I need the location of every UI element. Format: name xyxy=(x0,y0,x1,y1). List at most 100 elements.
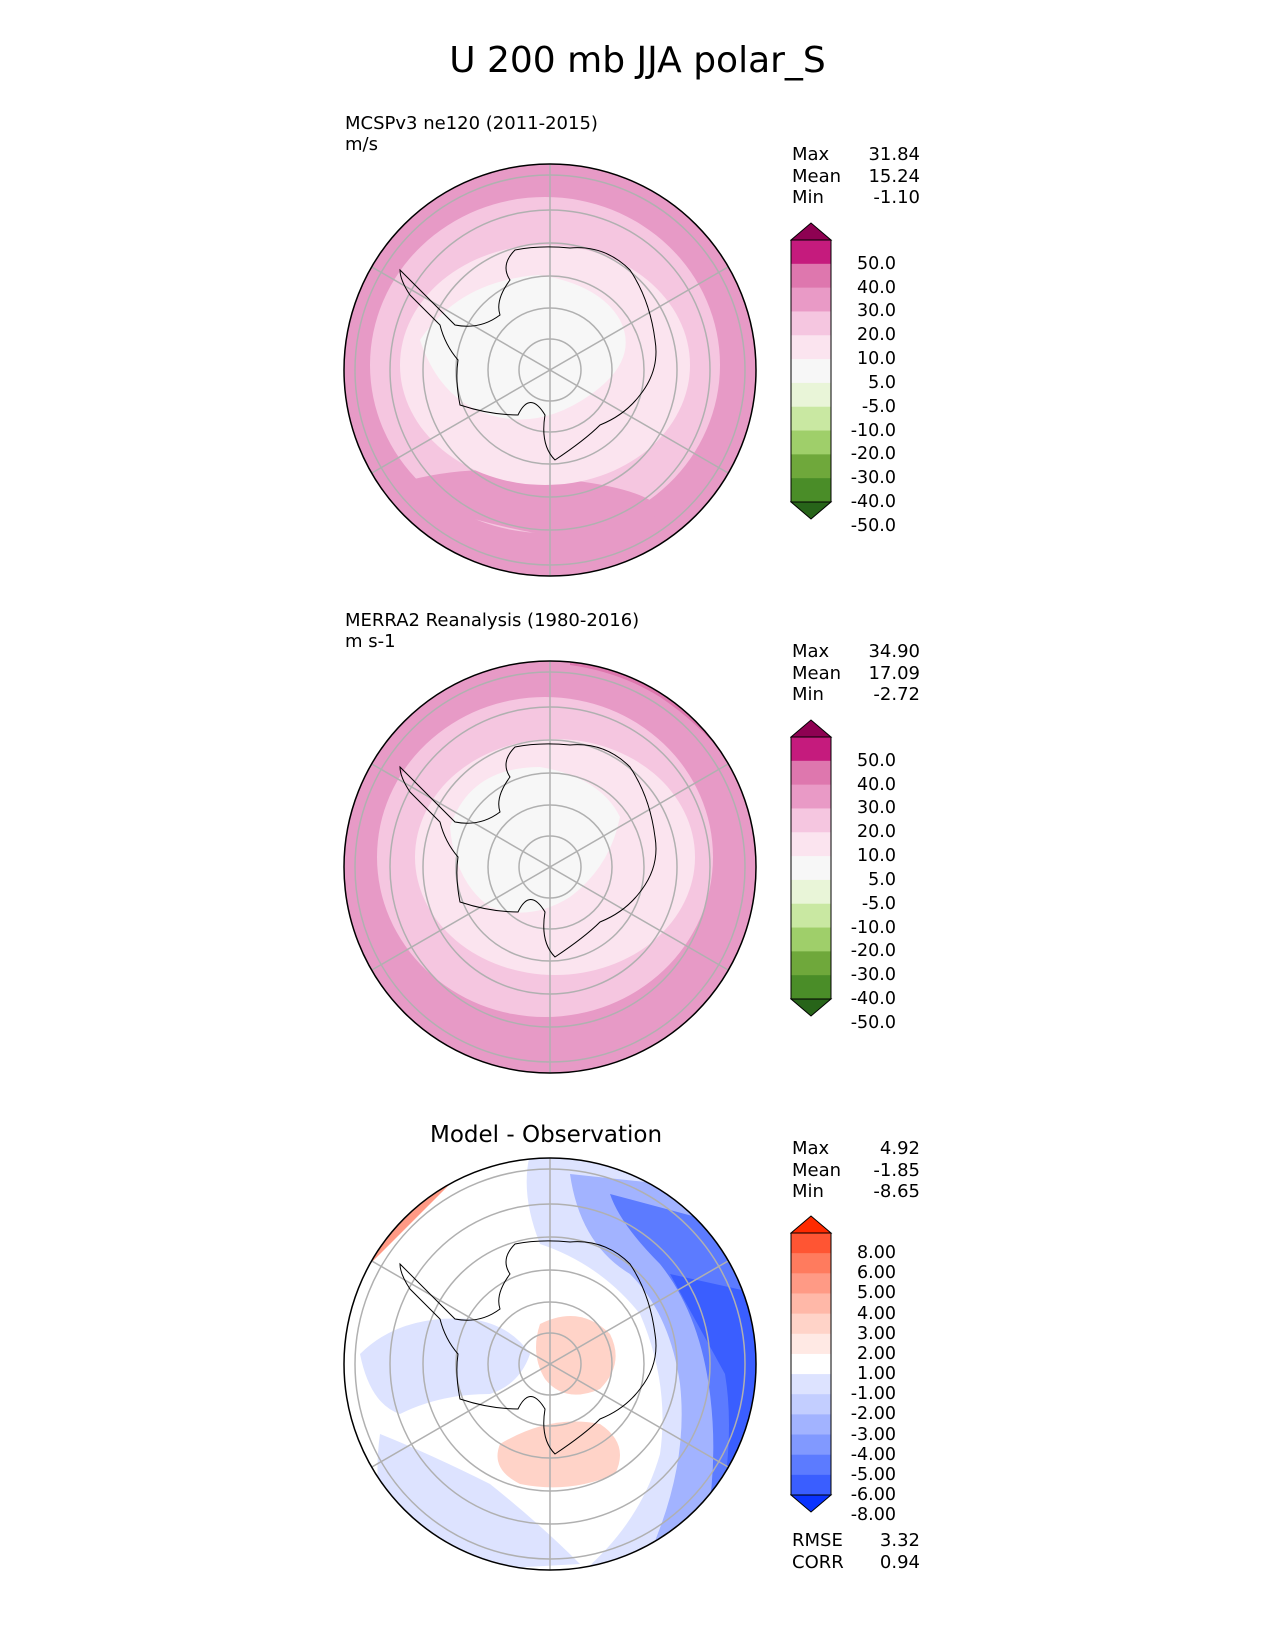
figure-title: U 200 mb JJA polar_S xyxy=(449,40,826,81)
colorbar-swatch xyxy=(791,1474,831,1496)
colorbar-tick-label: 30.0 xyxy=(857,798,896,819)
colorbar-tick-label: -30.0 xyxy=(850,965,896,986)
colorbar-tick-label: 30.0 xyxy=(857,301,896,322)
colorbar-tick-label: -30.0 xyxy=(850,468,896,489)
colorbar-tick-label: -5.0 xyxy=(861,396,896,417)
colorbar-swatch xyxy=(791,430,831,455)
colorbar-tick-label: -8.00 xyxy=(850,1505,896,1526)
colorbar-tick-label: 6.00 xyxy=(857,1263,896,1284)
panel1-stats: Max 31.84 Mean 15.24 Min -1.10 xyxy=(792,144,920,208)
colorbar-tick-label: -50.0 xyxy=(850,515,896,536)
colorbar-swatch xyxy=(791,1434,831,1456)
colorbar-swatch xyxy=(791,832,831,857)
colorbar-tick-label: 1.00 xyxy=(857,1364,896,1385)
colorbar-tick-label: 5.0 xyxy=(868,869,896,890)
colorbar-tick-label: 50.0 xyxy=(857,750,896,771)
colorbar-tick-label: 5.0 xyxy=(868,372,896,393)
panel1-map xyxy=(343,163,757,577)
colorbar-field-1: 50.0 40.0 30.0 20.0 10.0 5.0 -5.0 -10.0 -20.0 -30… xyxy=(789,222,896,535)
colorbar-swatch xyxy=(791,879,831,905)
colorbar-ticks: 50.0 40.0 30.0 20.0 10.0 5.0 -5.0 -10.0 -20.0 -30… xyxy=(834,222,896,535)
panel3-extra-stats: RMSE 3.32 CORR 0.94 xyxy=(792,1530,920,1573)
colorbar-extend-top xyxy=(789,719,833,738)
colorbar-ticks: 50.0 40.0 30.0 20.0 10.0 5.0 -5.0 -10.0 -20.0 -30… xyxy=(834,719,896,1032)
colorbar-tick-label: -20.0 xyxy=(850,444,896,465)
colorbar-swatch xyxy=(791,1233,831,1254)
colorbar-extend-bottom xyxy=(789,998,833,1017)
colorbar-tick-label: 40.0 xyxy=(857,774,896,795)
colorbar-tick-label: 8.00 xyxy=(857,1243,896,1264)
colorbar-swatch xyxy=(791,359,831,384)
colorbar-swatch xyxy=(791,951,831,976)
colorbar-tick-label: -50.0 xyxy=(850,1012,896,1033)
colorbar-extend-top xyxy=(789,1215,833,1234)
panel3-stats: Max 4.92 Mean -1.85 Min -8.65 xyxy=(792,1138,920,1202)
panel3-map xyxy=(343,1157,757,1571)
colorbar-swatch xyxy=(791,1454,831,1476)
colorbar-tick-label: 3.00 xyxy=(857,1323,896,1344)
colorbar-tick-label: -10.0 xyxy=(850,420,896,441)
colorbar-swatch xyxy=(791,1374,831,1395)
coastline xyxy=(399,246,657,461)
colorbar-tick-label: -1.00 xyxy=(850,1384,896,1405)
colorbar-swatch xyxy=(791,311,831,336)
colorbar-tick-label: 40.0 xyxy=(857,277,896,298)
colorbar-tick-label: 10.0 xyxy=(857,349,896,370)
graticule xyxy=(354,164,746,576)
colorbar-tick-label: 2.00 xyxy=(857,1343,896,1364)
colorbar-diff: 8.00 6.00 5.00 4.00 3.00 2.00 1.00 -1.00 -2.00 -3… xyxy=(789,1215,896,1524)
colorbar-swatch xyxy=(791,240,831,265)
colorbar-tick-label: 20.0 xyxy=(857,822,896,843)
colorbar-tick-label: -3.00 xyxy=(850,1424,896,1445)
colorbar-tick-label: -5.0 xyxy=(861,893,896,914)
colorbar-swatches xyxy=(789,719,833,1017)
colorbar-tick-label: -40.0 xyxy=(850,989,896,1009)
colorbar-swatch xyxy=(791,975,831,1000)
colorbar-swatch xyxy=(791,1414,831,1436)
colorbar-swatch xyxy=(791,784,831,809)
colorbar-swatches xyxy=(789,1215,833,1513)
colorbar-tick-label: 50.0 xyxy=(857,253,896,274)
colorbar-tick-label: -4.00 xyxy=(850,1444,896,1465)
colorbar-swatch xyxy=(791,808,831,833)
colorbar-swatches xyxy=(789,222,833,520)
colorbar-tick-label: -5.00 xyxy=(850,1464,896,1485)
colorbar-tick-label: -20.0 xyxy=(850,941,896,962)
colorbar-swatch xyxy=(791,737,831,762)
colorbar-swatch xyxy=(791,1313,831,1335)
colorbar-swatch xyxy=(791,263,831,289)
colorbar-swatch xyxy=(791,1273,831,1294)
colorbar-swatch xyxy=(791,382,831,408)
colorbar-tick-label: -6.00 xyxy=(850,1485,896,1505)
colorbar-tick-label: 4.00 xyxy=(857,1303,896,1324)
colorbar-swatch xyxy=(791,927,831,952)
colorbar-swatch xyxy=(791,903,831,929)
colorbar-tick-label: -2.00 xyxy=(850,1404,896,1425)
panel1-title: MCSPv3 ne120 (2011-2015) m/s xyxy=(345,113,598,155)
colorbar-ticks: 8.00 6.00 5.00 4.00 3.00 2.00 1.00 -1.00 -2.00 -3… xyxy=(834,1215,896,1524)
colorbar-tick-label: -40.0 xyxy=(850,492,896,512)
colorbar-swatch xyxy=(791,1353,831,1375)
colorbar-extend-bottom xyxy=(789,1494,833,1513)
colorbar-extend-bottom xyxy=(789,501,833,520)
colorbar-tick-label: 10.0 xyxy=(857,846,896,867)
colorbar-swatch xyxy=(791,1253,831,1274)
colorbar-swatch xyxy=(791,1394,831,1415)
colorbar-swatch xyxy=(791,287,831,312)
panel2-map xyxy=(343,660,757,1074)
colorbar-swatch xyxy=(791,856,831,881)
colorbar-swatch xyxy=(791,454,831,479)
colorbar-swatch xyxy=(791,1333,831,1355)
colorbar-swatch xyxy=(791,760,831,786)
colorbar-tick-label: -10.0 xyxy=(850,917,896,938)
colorbar-tick-label: 5.00 xyxy=(857,1283,896,1304)
colorbar-field-2: 50.0 40.0 30.0 20.0 10.0 5.0 -5.0 -10.0 -20.0 -30… xyxy=(789,719,896,1032)
panel2-title: MERRA2 Reanalysis (1980-2016) m s-1 xyxy=(345,610,640,652)
colorbar-swatch xyxy=(791,335,831,360)
colorbar-swatch xyxy=(791,406,831,432)
colorbar-extend-top xyxy=(789,222,833,241)
colorbar-tick-label: 20.0 xyxy=(857,325,896,346)
colorbar-swatch xyxy=(791,1293,831,1315)
panel3-title: Model - Observation xyxy=(430,1122,663,1148)
panel2-stats: Max 34.90 Mean 17.09 Min -2.72 xyxy=(792,641,920,705)
